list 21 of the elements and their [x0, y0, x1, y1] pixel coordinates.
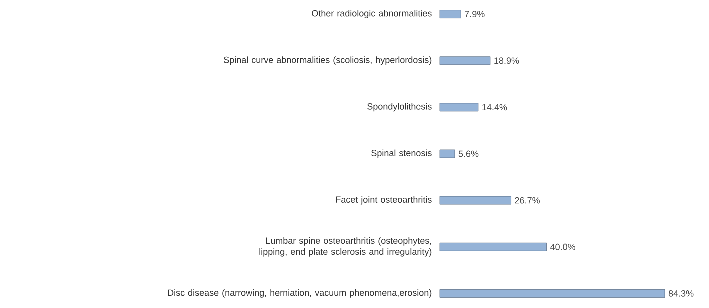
bar: [440, 10, 462, 19]
bar: [440, 56, 491, 66]
bar: [440, 289, 666, 298]
data-label: 5.6%: [458, 150, 479, 158]
bar: [440, 150, 456, 158]
data-label: 84.3%: [668, 290, 694, 297]
bar: [440, 103, 479, 112]
data-label: 7.9%: [465, 11, 485, 18]
y-tick-label: Spinal curve abnormalities (scoliosis, hyperlordosis): [224, 56, 432, 66]
bar: [440, 242, 547, 252]
data-label: 14.4%: [482, 104, 508, 111]
data-label: 40.0%: [550, 244, 576, 250]
data-label: 26.7%: [515, 197, 540, 204]
y-tick-label: Lumbar spine osteoarthritis (osteophytes, lipping, end plate sclerosis and irregularity): [260, 237, 432, 257]
y-tick-label: Disc disease (narrowing, herniation, vacuum phenomena,erosion): [168, 289, 432, 298]
y-tick-label: Other radiologic abnormalities: [312, 10, 432, 19]
y-tick-label: Spondylolithesis: [368, 103, 432, 112]
y-tick-label: Spinal stenosis: [372, 150, 432, 158]
data-label: 18.9%: [494, 58, 520, 64]
y-tick-label: Facet joint osteoarthritis: [336, 196, 432, 205]
bar: [440, 196, 512, 205]
